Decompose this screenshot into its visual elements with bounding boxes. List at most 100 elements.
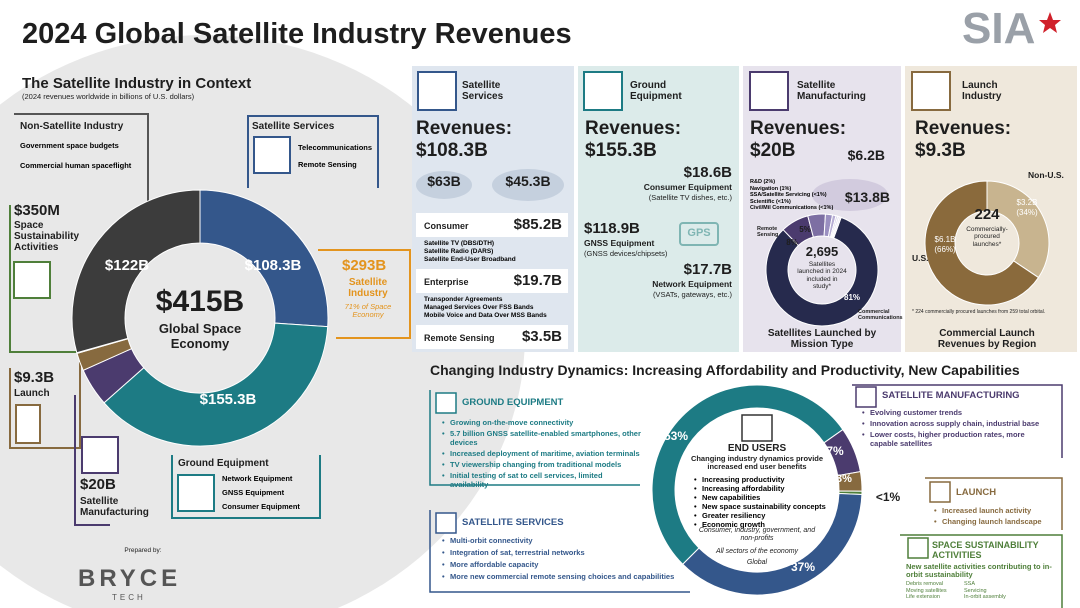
connector (318, 249, 411, 339)
icon (253, 136, 291, 174)
list-text: In-orbit assembly (964, 594, 1006, 601)
list-text: Mobile Voice and Data Over MSS Bands (424, 311, 547, 319)
benefit-list: • Increasing productivity • Increasing affo… (694, 475, 826, 529)
revenue-label: Revenues: (915, 118, 1012, 139)
connector (74, 395, 110, 526)
map-shape (812, 179, 888, 211)
callout-value: $9.3B (14, 369, 55, 386)
connector (925, 477, 1063, 530)
list-item: Navigation (1%) (750, 186, 833, 193)
panel-title: Launch Industry (962, 80, 1002, 103)
donut-segment (924, 180, 1040, 306)
ring-label: 3% (836, 473, 852, 485)
slice-label: 81% (843, 293, 861, 302)
list-text: Innovation across supply chain, industri… (870, 419, 1040, 428)
bullet: • (442, 460, 445, 469)
list-text: Satellite TV (DBS/DTH) (424, 240, 495, 247)
segment-name: GNSS Equipment (584, 238, 655, 248)
connector (9, 205, 85, 353)
segment-label: $155.3B (199, 391, 257, 408)
callout-title: Space Sustainability Activities (14, 220, 80, 254)
segment-note: (Satellite TV dishes, etc.) (648, 193, 732, 202)
segment-value: $18.6B (683, 164, 732, 181)
background-shape (0, 35, 525, 608)
list-text: GNSS Equipment (222, 488, 285, 497)
bullet: • (694, 520, 697, 529)
list-text: 5.7 billion GNSS satellite-enabled smart… (450, 429, 641, 447)
list-text: Network Equipment (222, 474, 293, 483)
gps-icon (679, 222, 719, 246)
list-item: • Increasing productivity (694, 475, 826, 484)
list-text: New capabilities (702, 493, 761, 502)
list-text: Scientific (<1%) (750, 198, 791, 205)
donut-segment (103, 322, 329, 447)
callout-title: Satellite Manufacturing (80, 496, 149, 519)
list-item: Managed Services Over FSS Bands (424, 304, 547, 312)
row-items: Satellite TV (DBS/DTH) Satellite Radio (D… (424, 240, 516, 263)
logo-star (1039, 12, 1061, 33)
icon (741, 414, 773, 442)
page-title: 2024 Global Satellite Industry Revenues (22, 18, 572, 50)
list-item: Life extension (906, 594, 964, 601)
list-item: Civil/Mil Communications (<1%) (750, 205, 833, 212)
end-users-who: Consumer, industry, government, and non-… (698, 527, 816, 542)
icon (583, 71, 623, 111)
list-item: Debris removal (906, 581, 964, 588)
list-text: Satellite End-User Broadband (424, 255, 516, 263)
donut-segment (765, 216, 879, 327)
list-text: Increasing productivity (702, 475, 785, 484)
chart-caption: Satellites Launched by Mission Type (767, 328, 877, 351)
box-title: SATELLITE MANUFACTURING (882, 390, 1020, 401)
list-text: New space sustainability concepts (702, 502, 826, 511)
list-item: Mobile Voice and Data Over MSS Bands (424, 312, 547, 320)
list-text: R&D (2%) (750, 179, 776, 185)
list-item: SSA (964, 581, 1022, 588)
segment-value: $118.9B (584, 220, 640, 237)
section-title: Changing Industry Dynamics: Increasing A… (430, 362, 1020, 378)
list-item: GNSS Equipment (222, 488, 300, 497)
bullet: • (862, 419, 865, 428)
revenue-value: $20B (750, 140, 796, 161)
list-text: SSA (964, 581, 976, 587)
row-value: $3.5B (521, 328, 562, 345)
list-text: Commercial human spaceflight (20, 161, 132, 170)
connector (852, 384, 1063, 458)
icon (749, 71, 789, 111)
ring-label: 53% (663, 429, 689, 443)
list-text: Moving satellites (906, 587, 947, 594)
segment-label: $108.3B (244, 257, 302, 274)
bullet: • (442, 536, 445, 545)
icon (435, 512, 457, 534)
slice-label: $6.1B (934, 235, 956, 244)
list-item: • More new commercial remote sensing choi… (442, 572, 682, 581)
connector (900, 534, 1063, 608)
connector (247, 115, 379, 188)
slice-label: 8% (786, 238, 798, 247)
prepared-by: Prepared by: (124, 547, 162, 554)
icon (435, 392, 457, 414)
list-item: • TV viewership changing from traditional… (442, 460, 642, 469)
list-item: SSA/Satellite Servicing (<1%) (750, 192, 833, 199)
list-text: Navigation (1%) (750, 185, 792, 192)
row-name: Consumer (424, 221, 469, 231)
row-value: $19.7B (513, 272, 562, 289)
list-item: • Innovation across supply chain, industr… (862, 419, 1052, 428)
list-item: In-orbit assembly (964, 594, 1022, 601)
revenue-label: Revenues: (750, 118, 847, 139)
list-item: Government space budgets (20, 141, 131, 150)
region-value: $6.2B (847, 147, 885, 163)
callout-title: Satellite Industry (348, 277, 388, 300)
list-text: Economic growth (702, 520, 765, 529)
bullet: • (442, 418, 445, 427)
list-text: Servicing (964, 587, 987, 594)
center-value: 224 (974, 206, 1000, 223)
segment-name: Network Equipment (652, 279, 732, 289)
list-item: • Economic growth (694, 520, 826, 529)
callout-title: Satellite Services (252, 121, 335, 132)
box-list: • Multi-orbit connectivity • Integration of… (442, 536, 682, 584)
bullet: • (694, 493, 697, 502)
donut-segment (199, 189, 329, 328)
list-text: Evolving customer trends (870, 408, 963, 417)
panel-title: Satellite Manufacturing (797, 80, 866, 103)
list-item: • Increased launch activity (934, 506, 1059, 515)
